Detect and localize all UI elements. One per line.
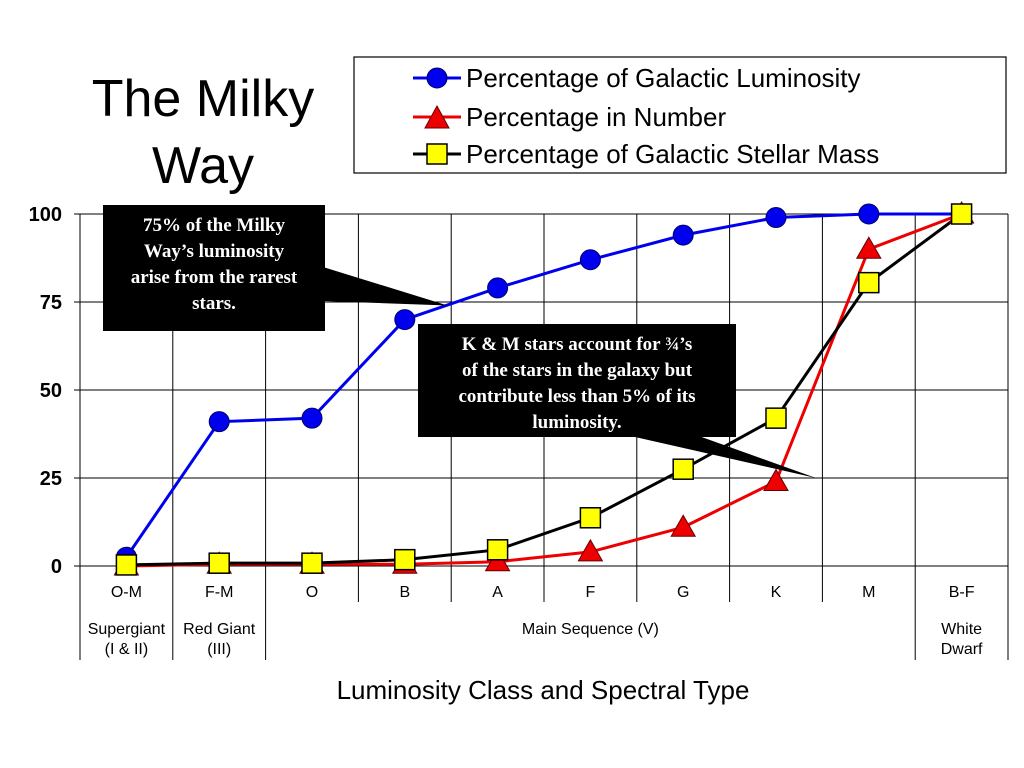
x-category-label: F-M [205,584,233,601]
title-line-2: Way [152,137,254,195]
legend-label-luminosity: Percentage of Galactic Luminosity [466,63,861,93]
series-line [126,212,963,567]
data-point-square [672,458,694,480]
data-point-square [208,552,230,574]
legend-marker-square [426,143,448,165]
data-point-triangle [763,468,789,492]
legend-item-luminosity: Percentage of Galactic Luminosity [413,63,861,93]
legend-label-number: Percentage in Number [466,102,726,132]
legend-item-mass: Percentage of Galactic Stellar Mass [413,139,879,169]
x-category-label: G [677,584,689,601]
km-stars-callout-text: K & M stars account for ¾’s [462,334,693,355]
data-point-circle [394,309,416,331]
data-point-circle [579,249,601,271]
data-point-square [486,539,509,561]
data-point-square [765,407,787,429]
luminosity-callout-box [103,205,325,331]
data-point-circle [208,411,230,433]
km-stars-callout-text: contribute less than 5% of its [459,386,696,407]
km-stars-callout-text: luminosity. [532,412,621,433]
luminosity-callout-text: arise from the rarest [131,267,298,288]
km-stars-callout-text: of the stars in the galaxy but [462,360,693,381]
x-category-label: A [492,584,503,601]
km-stars-callout-pointer [626,435,816,478]
chart-legend: Percentage of Galactic Luminosity Percen… [353,56,1007,174]
data-point-circle [765,207,787,229]
data-point-square [115,554,138,576]
legend-marker-triangle [424,104,450,129]
x-category-label: B [399,584,410,601]
y-tick-label: 75 [40,292,62,314]
luminosity-callout-text: Way’s luminosity [144,241,285,262]
legend-box [353,56,1007,174]
group-label: White [941,621,982,638]
data-point-circle [487,277,509,299]
y-tick-label: 50 [40,380,62,402]
data-point-triangle [855,236,882,259]
x-category-label: O-M [111,584,142,601]
group-label: Red Giant [183,621,256,638]
data-point-square [394,548,416,571]
data-point-square [301,552,323,574]
data-point-circle [672,224,694,246]
group-label: Main Sequence (V) [522,621,659,638]
y-tick-label: 100 [29,204,62,226]
luminosity-callout-text: 75% of the Milky [143,215,285,236]
legend-label-mass: Percentage of Galactic Stellar Mass [466,139,879,169]
group-label: (I & II) [105,641,149,658]
x-axis-title: Luminosity Class and Spectral Type [337,675,750,705]
x-category-label: F [586,584,596,601]
luminosity-callout-pointer [323,267,448,306]
page-title: The Milky Way [92,70,314,195]
km-stars-callout-box [418,324,736,437]
group-label: Dwarf [941,641,983,658]
group-label: Supergiant [88,621,166,638]
data-point-square [950,203,973,225]
data-point-triangle [670,514,697,537]
luminosity-callout-text: stars. [192,293,236,314]
title-line-1: The Milky [92,70,314,128]
x-category-label: O [306,584,318,601]
x-category-label: M [862,584,875,601]
data-point-circle [858,203,880,225]
data-point-square [858,271,880,294]
data-point-square [579,507,602,529]
data-point-triangle [577,538,604,562]
y-tick-label: 0 [51,556,62,578]
legend-marker-circle [426,67,448,89]
group-label: (III) [207,641,231,658]
x-category-label: K [771,584,782,601]
series-line [125,212,962,559]
legend-item-number: Percentage in Number [413,102,726,132]
x-category-label: B-F [949,584,975,601]
plot-area: 0 25 50 75 100 O-M F-M O B A F G K M B-F Supergiant (I &… [29,200,1009,660]
y-tick-label: 25 [40,468,62,490]
data-point-circle [301,407,323,429]
